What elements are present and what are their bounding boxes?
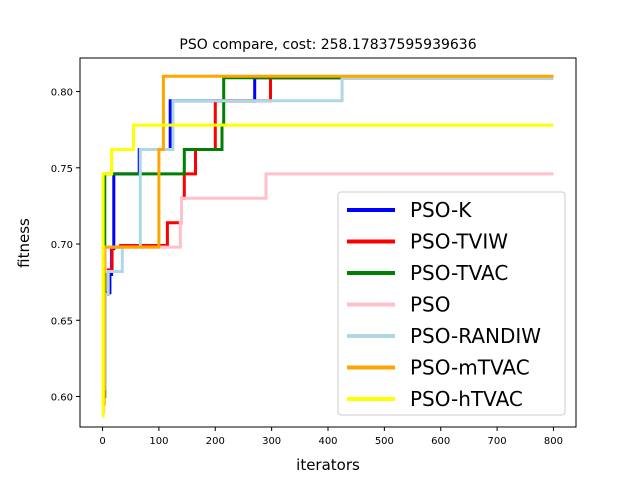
legend-label-1: PSO-TVIW (410, 230, 508, 254)
y-tick-label: 0.75 (51, 164, 73, 175)
x-tick-label: 400 (318, 436, 337, 447)
legend-box (337, 191, 566, 416)
x-axis-label: iterators (296, 456, 360, 474)
legend-label-6: PSO-hTVAC (410, 387, 523, 411)
y-tick-label: 0.60 (51, 393, 73, 404)
plot-lines (101, 74, 554, 418)
x-axis: 0 100 200 300 400 500 600 700 800 (99, 427, 563, 447)
x-tick-label: 0 (99, 436, 105, 447)
legend-label-0: PSO-K (410, 198, 472, 222)
legend-label-3: PSO (410, 293, 451, 317)
x-tick-label: 500 (375, 436, 394, 447)
chart-title: PSO compare, cost: 258.17837595939636 (179, 37, 476, 53)
legend-label-2: PSO-TVAC (410, 261, 508, 285)
x-tick-label: 600 (431, 436, 450, 447)
series-line-6 (101, 123, 554, 418)
y-axis-label: fitness (15, 218, 33, 268)
legend-label-5: PSO-mTVAC (410, 356, 530, 380)
y-tick-label: 0.80 (51, 88, 73, 99)
y-axis: 0.60 0.65 0.70 0.75 0.80 (51, 88, 80, 404)
x-tick-label: 100 (149, 436, 168, 447)
y-tick-label: 0.70 (51, 240, 73, 251)
x-tick-label: 300 (262, 436, 281, 447)
legend-label-4: PSO-RANDIW (410, 324, 541, 348)
x-tick-label: 700 (488, 436, 507, 447)
x-tick-label: 800 (544, 436, 563, 447)
x-tick-label: 200 (206, 436, 225, 447)
y-tick-label: 0.65 (51, 316, 73, 327)
legend: PSO-K PSO-TVIW PSO-TVAC PSO PSO-RANDIW PSO-mT… (337, 191, 566, 416)
